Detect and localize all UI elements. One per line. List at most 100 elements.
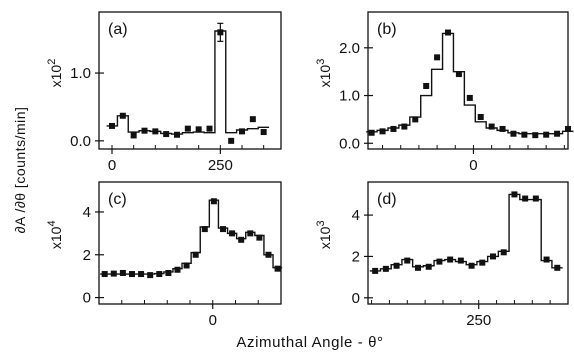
x-tick-label: 250 [208,157,233,174]
data-point [488,123,495,130]
data-point [412,116,419,123]
y-tick-label: 0.0 [70,133,91,150]
y-tick-label: 4 [352,207,360,224]
data-point [468,262,475,269]
data-point [511,191,518,198]
y-tick-label: 2 [352,248,360,265]
data-point [119,269,126,276]
panel-label: (c) [108,191,127,208]
data-point [499,125,506,132]
data-point [109,122,115,129]
fit-step-line [366,32,574,135]
axis-multiplier: x103 [315,220,333,249]
x-tick-label: 0 [108,157,116,174]
data-point [110,270,117,277]
data-point [138,271,145,278]
axis-multiplier: x102 [46,59,64,88]
data-point [543,131,550,138]
data-point [532,195,539,202]
data-point [522,195,529,202]
y-tick-label: 4 [83,204,91,221]
data-point [147,272,154,279]
x-tick-label: 0 [469,157,477,174]
data-point [183,262,190,269]
panel-label: (d) [377,191,397,208]
data-point [434,54,441,61]
data-point [445,29,451,36]
plot-frame [98,11,282,150]
axis-multiplier: x104 [46,220,64,249]
data-point [390,125,397,132]
data-point [455,71,462,78]
panel-a: 0.0 1.0 0 250 x102 (a) [46,11,282,174]
data-point [174,266,181,273]
y-axis-title: ∂A /∂θ [counts/min] [12,106,28,234]
data-point [247,230,254,237]
data-point [206,125,213,132]
x-tick-label: 0 [209,312,217,329]
y-tick-label: 0 [83,290,91,307]
data-point [130,132,137,139]
data-point [479,259,486,266]
x-tick-label: 250 [466,312,491,329]
data-point [510,130,517,137]
data-point [477,114,484,121]
data-point [101,271,108,278]
fit-step-line [100,199,283,275]
panel-d: 0 2 4 250 x103 (d) [315,181,569,329]
axis-multiplier: x103 [315,59,333,88]
y-tick-label: 1.0 [339,88,360,105]
data-point [415,264,421,271]
data-point [490,253,496,260]
data-point [372,267,379,274]
data-point [425,263,432,270]
data-point [436,258,443,265]
data-point [256,234,263,241]
fit-step-line [369,193,563,272]
data-point [393,262,400,269]
panel-c: 0 2 4 0 x104 (c) [46,181,283,329]
data-point [201,226,208,233]
data-point [174,131,180,138]
data-point [163,131,170,138]
panel-label: (a) [108,21,128,38]
data-point [274,265,281,272]
data-point [500,249,507,256]
data-point [192,251,199,258]
data-point [554,130,561,137]
data-point [119,112,126,119]
fit-step-line [106,30,270,135]
data-point [521,131,528,138]
x-axis-title: Azimuthal Angle - θ° [236,334,384,351]
data-point [532,132,539,139]
data-point [265,251,272,258]
data-point [423,82,430,89]
data-point [156,271,163,278]
panel-b: 0.0 1.0 2.0 0 x103 (b) [315,11,574,174]
data-point [210,198,217,205]
data-point [249,116,256,123]
data-point [457,257,464,264]
y-tick-label: 0.0 [339,135,360,152]
panel-label: (b) [377,21,397,38]
data-point [152,128,159,135]
plot-frame [367,11,569,150]
data-point [565,125,571,132]
data-point [128,271,135,278]
data-point [382,265,389,272]
plot-frame [367,181,569,305]
y-tick-label: 0 [352,290,360,307]
data-point [184,125,191,132]
data-point [379,128,386,135]
data-point [368,129,375,136]
data-point [219,226,226,233]
y-tick-label: 1.0 [70,65,91,82]
data-point [195,126,202,133]
data-point [260,129,267,136]
data-point [228,137,235,144]
data-point [141,127,148,134]
data-point [543,256,550,263]
data-point [466,94,473,101]
data-point [447,256,454,263]
